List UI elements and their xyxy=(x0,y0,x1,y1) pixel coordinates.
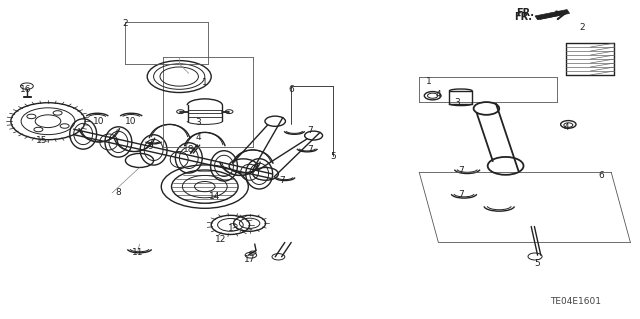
Text: FR.: FR. xyxy=(516,8,534,18)
Text: 15: 15 xyxy=(36,136,47,145)
Text: 6: 6 xyxy=(599,171,604,180)
Text: 11: 11 xyxy=(132,248,143,256)
Text: 10: 10 xyxy=(93,117,105,126)
Polygon shape xyxy=(535,10,570,20)
Text: 1: 1 xyxy=(202,78,207,87)
Text: 6: 6 xyxy=(289,85,294,94)
Text: 10: 10 xyxy=(125,117,137,126)
Text: 3: 3 xyxy=(196,118,201,127)
Text: 7: 7 xyxy=(308,145,313,154)
Text: 7: 7 xyxy=(279,176,284,185)
Text: 4: 4 xyxy=(196,133,201,142)
Text: TE04E1601: TE04E1601 xyxy=(550,297,602,306)
Text: 12: 12 xyxy=(215,235,227,244)
Text: 7: 7 xyxy=(458,166,463,175)
Text: 5: 5 xyxy=(535,259,540,268)
Text: 9: 9 xyxy=(148,142,153,151)
Text: 7: 7 xyxy=(458,190,463,199)
Text: 13: 13 xyxy=(228,224,239,233)
Text: 16: 16 xyxy=(20,85,31,94)
Text: 2: 2 xyxy=(580,23,585,32)
Text: 17: 17 xyxy=(244,256,255,264)
Text: 8: 8 xyxy=(116,189,121,197)
Text: 1: 1 xyxy=(426,77,431,86)
Text: 18: 18 xyxy=(183,145,195,154)
Text: FR.: FR. xyxy=(515,12,532,22)
Text: 7: 7 xyxy=(308,126,313,135)
Text: 4: 4 xyxy=(564,123,569,132)
Text: 14: 14 xyxy=(209,192,220,201)
Text: 5: 5 xyxy=(330,152,335,161)
Text: 2: 2 xyxy=(122,19,127,28)
Text: 4: 4 xyxy=(436,90,441,99)
Text: 3: 3 xyxy=(455,98,460,107)
